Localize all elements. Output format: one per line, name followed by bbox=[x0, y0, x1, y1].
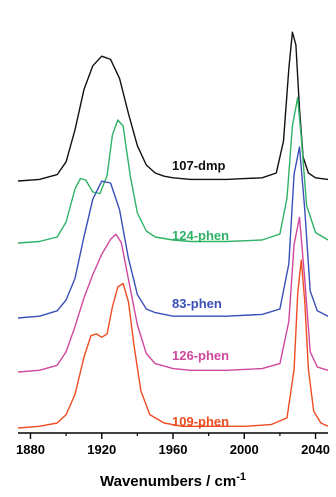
x-tick-label-1880: 1880 bbox=[16, 442, 45, 457]
spectra-traces bbox=[17, 31, 329, 429]
trace-126-phen bbox=[17, 216, 329, 373]
trace-124-phen bbox=[17, 96, 329, 244]
series-label-107-dmp: 107-dmp bbox=[172, 158, 226, 173]
series-label-124-phen: 124-phen bbox=[172, 228, 229, 243]
x-tick-label-2040: 2040 bbox=[301, 442, 330, 457]
x-axis-ticks: 1880 1920 1960 2000 2040 bbox=[16, 433, 330, 457]
series-label-83-phen: 83-phen bbox=[172, 296, 222, 311]
x-tick-label-1920: 1920 bbox=[87, 442, 116, 457]
trace-109-phen bbox=[17, 259, 329, 429]
series-label-126-phen: 126-phen bbox=[172, 348, 229, 363]
x-axis-title-superscript: -1 bbox=[236, 471, 246, 483]
x-tick-label-1960: 1960 bbox=[159, 442, 188, 457]
trace-107-dmp bbox=[17, 31, 329, 182]
series-label-109-phen: 109-phen bbox=[172, 414, 229, 429]
series-labels: 107-dmp 124-phen 83-phen 126-phen 109-phen bbox=[172, 158, 229, 429]
x-axis-title: Wavenumbers / cm-1 bbox=[100, 471, 246, 490]
x-tick-label-2000: 2000 bbox=[230, 442, 259, 457]
x-axis-title-text: Wavenumbers / cm bbox=[100, 473, 236, 490]
trace-83-phen bbox=[17, 146, 329, 319]
